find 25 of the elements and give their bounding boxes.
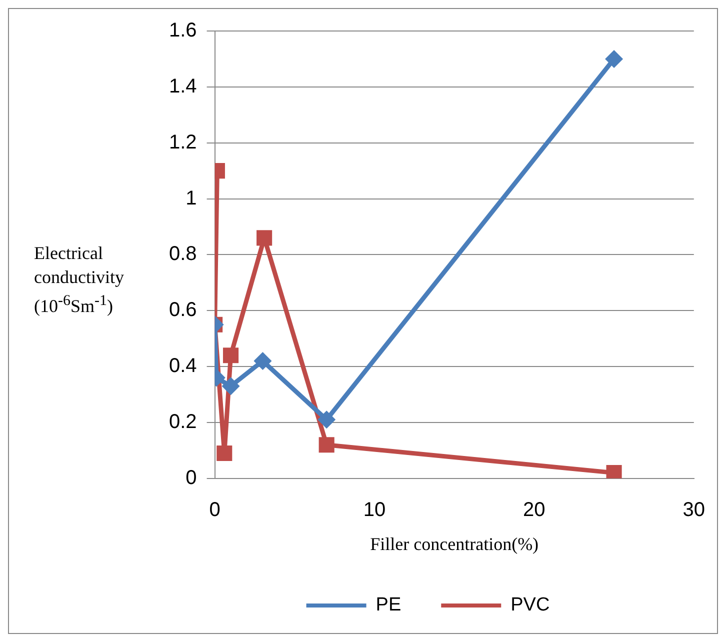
x-tick-label: 0 bbox=[209, 498, 220, 521]
y-tick-label: 1 bbox=[186, 187, 197, 210]
point bbox=[222, 348, 239, 364]
x-axis-title: Filler concentration(%) bbox=[370, 534, 539, 554]
y-tick-label: 1.6 bbox=[168, 20, 197, 42]
y-tick-label: 0.2 bbox=[168, 410, 197, 433]
point bbox=[256, 230, 272, 246]
point bbox=[318, 410, 336, 429]
y-tick-label: 0 bbox=[186, 466, 197, 489]
x-tick-label: 20 bbox=[523, 498, 546, 521]
y-tick-label: 0.8 bbox=[168, 243, 197, 266]
point bbox=[222, 377, 240, 396]
y-tick-label: 0.4 bbox=[168, 355, 197, 378]
point bbox=[605, 50, 624, 68]
point bbox=[318, 437, 334, 453]
point bbox=[254, 352, 272, 370]
y-axis-title: Electrical conductivity (10$^{-6}$Sm$^{-1}$) bbox=[34, 242, 125, 318]
point bbox=[216, 445, 232, 462]
legend-label: PVC bbox=[510, 594, 550, 616]
x-tick-label: 30 bbox=[682, 498, 705, 521]
legend-label: PE bbox=[376, 594, 402, 616]
y-tick-label: 1.2 bbox=[168, 131, 197, 154]
y-tick-label: 0.6 bbox=[168, 299, 197, 322]
x-tick-label: 10 bbox=[363, 498, 386, 521]
y-tick-label: 1.4 bbox=[168, 75, 197, 98]
